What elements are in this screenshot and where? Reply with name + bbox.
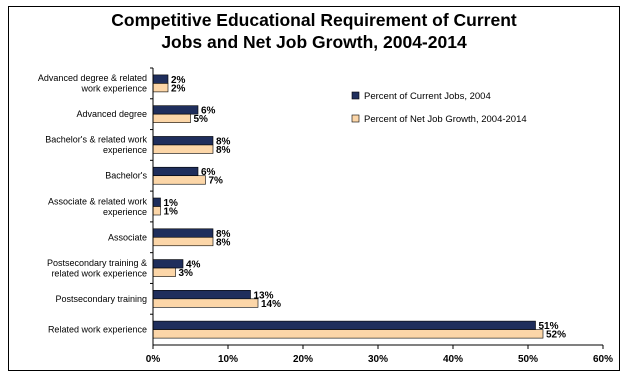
bar-current-jobs: [152, 320, 536, 330]
bar-current-jobs: [152, 259, 184, 269]
x-tick-label: 60%: [593, 354, 613, 365]
legend-swatch: [351, 114, 360, 123]
bar-net-growth: [152, 144, 214, 154]
bars-group: 2%2%6%5%8%8%6%7%1%1%8%8%4%3%13%14%51%52%: [152, 74, 566, 341]
x-tick-label: 0%: [146, 354, 161, 365]
data-label: 8%: [216, 237, 231, 248]
x-tick-label: 30%: [368, 354, 388, 365]
data-label: 8%: [216, 145, 231, 156]
category-label: Advanced degree: [76, 109, 147, 119]
data-label: 8%: [216, 136, 231, 147]
data-label: 14%: [261, 299, 281, 310]
data-label: 6%: [201, 106, 216, 117]
chart-frame: [8, 6, 620, 371]
category-label: Associate & related work: [48, 196, 148, 206]
legend-label: Percent of Net Job Growth, 2004-2014: [364, 114, 527, 125]
category-label: Postsecondary training: [55, 294, 147, 304]
bar-net-growth: [152, 206, 161, 216]
bar-current-jobs: [152, 228, 214, 238]
x-tick-label: 40%: [443, 354, 463, 365]
bar-net-growth: [152, 236, 214, 247]
category-label: Postsecondary training &: [47, 258, 147, 268]
data-label: 2%: [171, 75, 186, 86]
bar-net-growth: [152, 329, 544, 339]
bar-current-jobs: [152, 74, 169, 84]
legend: Percent of Current Jobs, 2004 Percent of …: [351, 91, 527, 125]
category-label: Bachelor's: [105, 171, 147, 181]
x-tick-label: 20%: [293, 354, 313, 365]
chart-title-line-1: Competitive Educational Requirement of C…: [111, 10, 517, 30]
category-label: experience: [103, 207, 147, 217]
legend-swatch: [351, 91, 360, 100]
chart-title: Competitive Educational Requirement of C…: [0, 9, 628, 53]
category-label: Bachelor's & related work: [45, 135, 147, 145]
chart-title-line-2: Jobs and Net Job Growth, 2004-2014: [161, 32, 467, 52]
data-label: 8%: [216, 229, 231, 240]
data-label: 6%: [201, 167, 216, 178]
data-label: 13%: [254, 290, 274, 301]
x-tick-label: 10%: [218, 354, 238, 365]
category-label: work experience: [80, 84, 147, 94]
data-label: 51%: [539, 321, 559, 332]
bar-current-jobs: [152, 105, 199, 115]
data-label: 1%: [164, 207, 179, 218]
bar-current-jobs: [152, 290, 251, 300]
category-label: Advanced degree & related: [38, 73, 147, 83]
legend-label: Percent of Current Jobs, 2004: [364, 91, 491, 102]
bar-net-growth: [152, 298, 259, 308]
category-label: Related work experience: [48, 325, 147, 335]
bar-net-growth: [152, 83, 169, 93]
bar-net-growth: [152, 267, 176, 277]
data-label: 52%: [546, 330, 566, 341]
bar-net-growth: [152, 113, 191, 123]
data-label: 1%: [164, 198, 179, 209]
bar-net-growth: [152, 175, 206, 185]
data-label: 7%: [209, 176, 224, 187]
bar-current-jobs: [152, 136, 214, 146]
category-label: Associate: [108, 232, 147, 242]
x-tick-label: 50%: [518, 354, 538, 365]
data-label: 4%: [186, 260, 201, 271]
category-label: experience: [103, 145, 147, 155]
bar-current-jobs: [152, 197, 161, 207]
data-label: 3%: [179, 268, 194, 279]
bar-current-jobs: [152, 166, 199, 177]
data-label: 2%: [171, 83, 186, 94]
category-label: related work experience: [51, 268, 147, 278]
data-label: 5%: [194, 114, 209, 125]
